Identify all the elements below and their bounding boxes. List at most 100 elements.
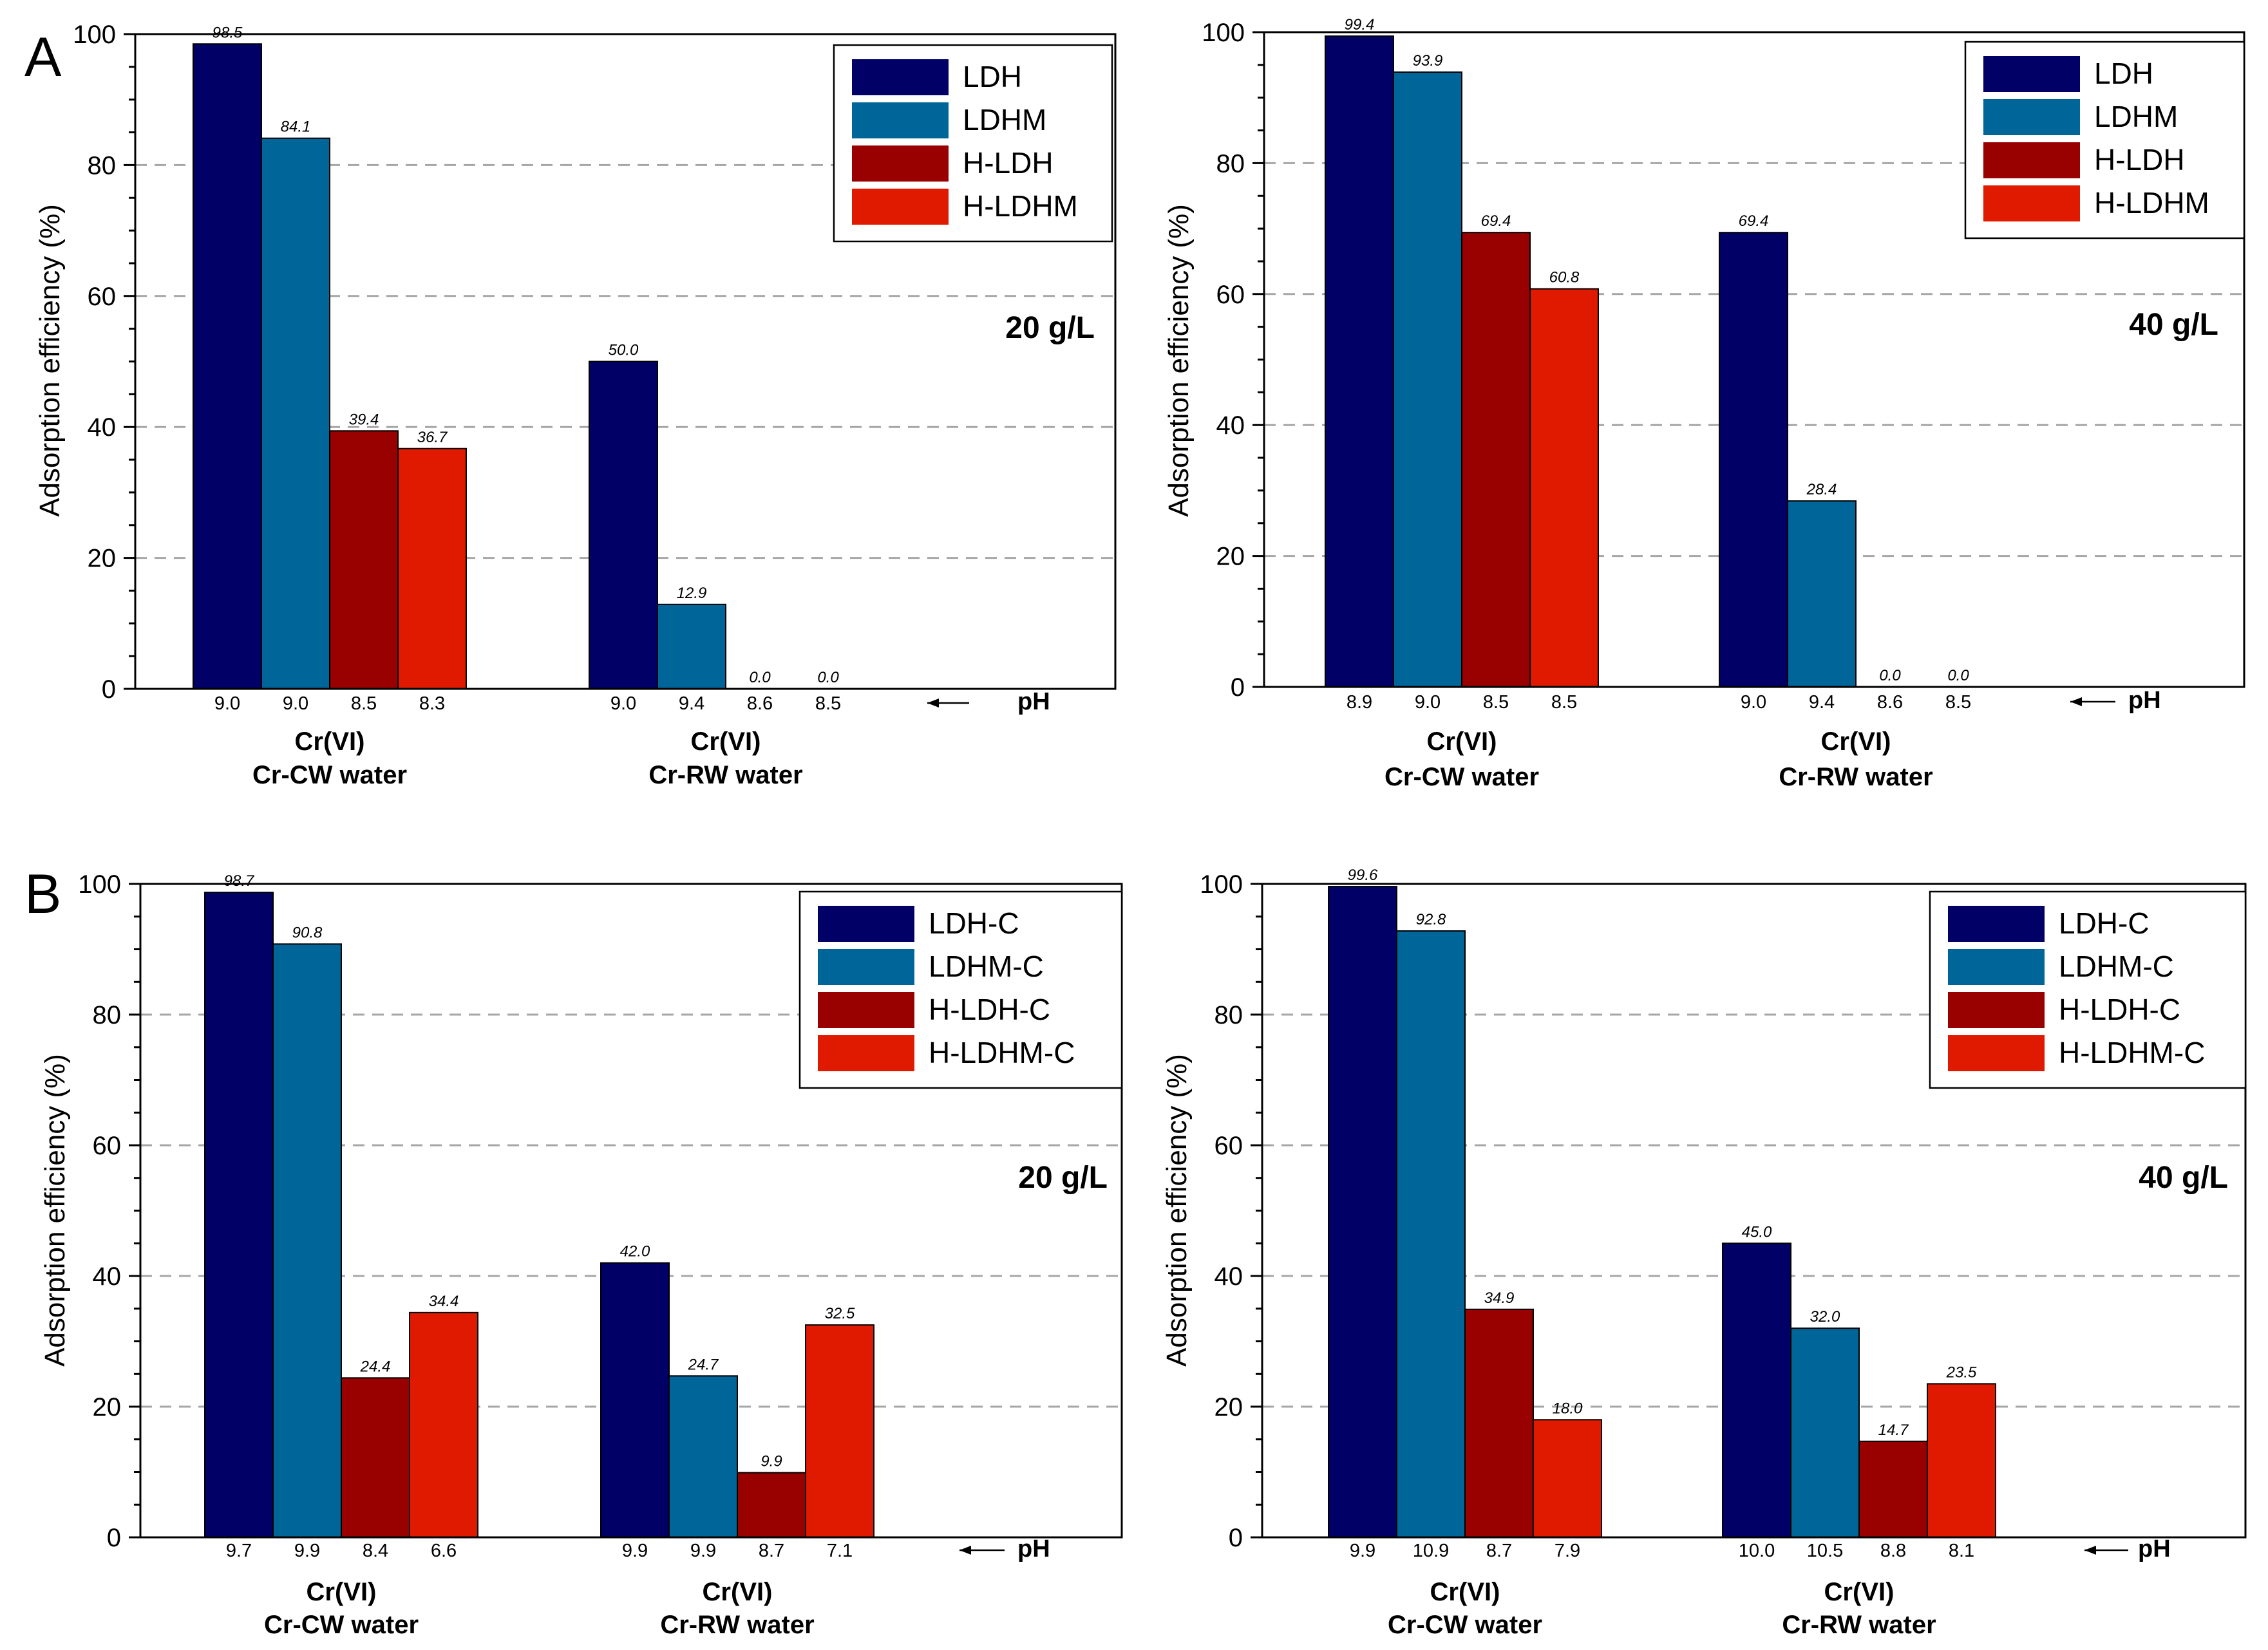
y-tick-label: 40 — [1214, 1262, 1243, 1291]
data-label: 32.5 — [825, 1305, 855, 1322]
category-title: Cr(VI) — [1821, 727, 1891, 756]
ph-value: 8.6 — [747, 693, 773, 714]
data-label: 36.7 — [417, 429, 448, 446]
ph-value: 9.0 — [1415, 692, 1441, 713]
concentration-label: 40 g/L — [2139, 1161, 2228, 1195]
bar-h-ldhm-c — [1927, 1383, 1996, 1539]
y-axis-title: Adsorption efficiency (%) — [39, 1054, 71, 1367]
data-label: 92.8 — [1416, 911, 1446, 928]
data-label: 42.0 — [620, 1243, 650, 1261]
bar-ldh — [1719, 232, 1788, 688]
ph-label: pH — [2128, 687, 2161, 714]
data-label: 69.4 — [1481, 212, 1511, 230]
ph-value: 8.8 — [1880, 1541, 1906, 1561]
legend: LDH LDHM H-LDH H-LDHM — [833, 44, 1113, 243]
legend-swatch — [852, 145, 949, 182]
data-label: 34.4 — [429, 1293, 459, 1310]
legend-label: H-LDH-C — [929, 993, 1050, 1026]
y-tick-label: 80 — [88, 151, 117, 180]
data-label: 45.0 — [1742, 1223, 1772, 1241]
y-tick-label: 80 — [1216, 149, 1245, 178]
bar-ldh-c — [204, 892, 274, 1538]
ph-value: 9.9 — [294, 1541, 320, 1561]
ph-value: 10.9 — [1413, 1541, 1449, 1561]
y-tick-label: 60 — [88, 283, 117, 311]
ph-value: 10.5 — [1807, 1541, 1843, 1561]
category-label: Cr-CW water — [1384, 763, 1539, 791]
legend-swatch — [818, 1035, 914, 1071]
y-tick-label: 60 — [1214, 1132, 1243, 1160]
ph-value: 9.4 — [1809, 692, 1835, 713]
ph-value: 8.4 — [363, 1541, 388, 1561]
ph-value: 8.7 — [759, 1541, 784, 1561]
legend-swatch — [818, 949, 914, 985]
bar-h-ldh-c — [1858, 1440, 1928, 1538]
bar-ldh — [589, 361, 658, 689]
ph-value: 8.1 — [1949, 1541, 1974, 1561]
y-axis-title: Adsorption efficiency (%) — [34, 204, 66, 517]
data-label: 69.4 — [1739, 212, 1769, 230]
data-label: 99.4 — [1345, 16, 1375, 33]
y-tick-label: 40 — [88, 413, 117, 442]
legend-label: H-LDH-C — [2059, 993, 2180, 1026]
legend-label: H-LDHM-C — [929, 1036, 1075, 1069]
ph-value: 9.9 — [690, 1541, 716, 1561]
bar-h-ldh — [1461, 232, 1531, 688]
legend-label: LDH-C — [2059, 906, 2150, 940]
ph-value: 8.5 — [1945, 692, 1971, 713]
arrow-left-icon — [927, 698, 939, 708]
data-label: 28.4 — [1806, 481, 1837, 498]
category-label: Cr-CW water — [264, 1611, 419, 1639]
chart-3: 98.7 9.7 42.0 9.9 90.8 9.9 24.7 9.9 24.4 8.4 9.9 8.… — [39, 870, 1123, 1639]
bar-h-ldhm — [397, 447, 467, 689]
bar-ldhm-c — [668, 1375, 738, 1538]
category-label: Cr-RW water — [1782, 1611, 1936, 1639]
bar-h-ldh-c — [341, 1377, 410, 1539]
legend: LDH-C LDHM-C H-LDH-C H-LDHM-C — [799, 890, 1123, 1089]
bar-ldhm — [1787, 500, 1857, 688]
ph-value: 8.5 — [1483, 692, 1509, 713]
chart-1: 98.5 9.0 50.0 9.0 84.1 9.0 12.9 9.4 39.4 8.5 0.0 8.… — [34, 21, 1117, 789]
legend-label: LDH — [963, 60, 1022, 93]
legend-swatch — [1948, 949, 2045, 985]
data-label: 12.9 — [677, 585, 707, 602]
ph-value: 8.7 — [1486, 1541, 1512, 1561]
legend-label: H-LDHM — [963, 189, 1078, 223]
y-tick-label: 0 — [1229, 1524, 1243, 1552]
y-tick-label: 20 — [1216, 543, 1245, 571]
bar-ldhm-c — [1396, 930, 1466, 1538]
ph-value: 9.4 — [679, 693, 704, 714]
panel-label-a: A — [24, 26, 62, 88]
ph-value: 8.6 — [1877, 692, 1903, 713]
legend-label: H-LDH — [2094, 143, 2185, 176]
ph-label: pH — [1017, 1535, 1050, 1562]
bar-h-ldhm-c — [805, 1324, 874, 1538]
legend-label: LDH — [2094, 57, 2153, 90]
data-label: 24.4 — [360, 1358, 391, 1375]
legend-swatch — [1948, 1035, 2045, 1071]
y-tick-label: 100 — [73, 21, 116, 49]
bar-ldh — [1325, 35, 1394, 688]
concentration-label: 40 g/L — [2129, 308, 2218, 342]
ph-value: 9.0 — [610, 693, 636, 714]
legend-label: LDHM — [2094, 100, 2178, 133]
bar-ldhm — [657, 603, 726, 689]
legend: LDH LDHM H-LDH H-LDHM — [1964, 41, 2245, 239]
bar-h-ldh-c — [1464, 1308, 1534, 1538]
y-tick-label: 60 — [1216, 281, 1245, 309]
bar-h-ldh-c — [737, 1472, 806, 1538]
y-tick-label: 0 — [102, 675, 116, 704]
data-label: 32.0 — [1810, 1308, 1840, 1326]
ph-value: 7.1 — [827, 1541, 853, 1561]
category-title: Cr(VI) — [307, 1578, 377, 1606]
ph-value: 9.7 — [226, 1541, 252, 1561]
data-label: 0.0 — [1879, 667, 1901, 684]
category-label: Cr-CW water — [252, 761, 407, 789]
y-tick-label: 100 — [1200, 870, 1243, 899]
ph-value: 8.9 — [1347, 692, 1372, 713]
data-label: 0.0 — [1947, 667, 1969, 684]
y-axis-title: Adsorption efficiency (%) — [1163, 204, 1195, 517]
y-tick-label: 60 — [93, 1132, 122, 1160]
data-label: 0.0 — [749, 669, 771, 686]
